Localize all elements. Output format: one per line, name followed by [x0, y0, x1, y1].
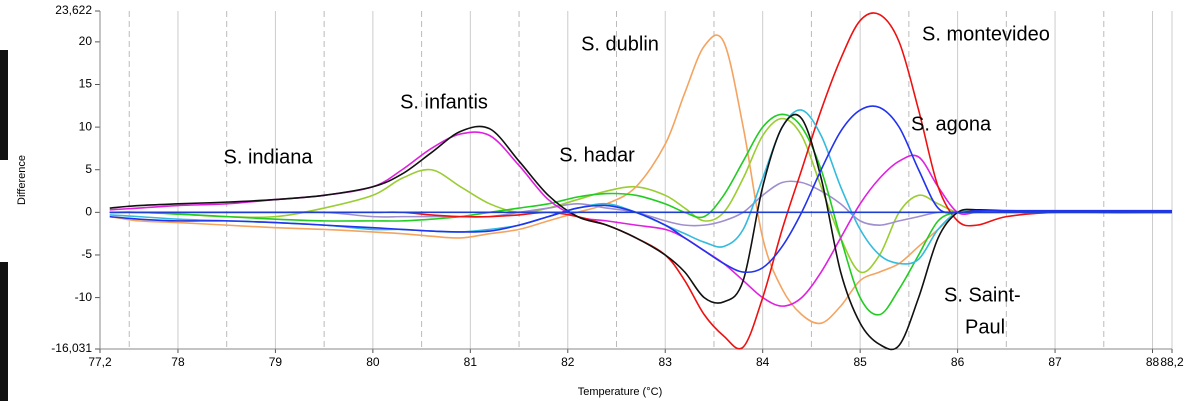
x-tick-label: 80 [366, 355, 380, 369]
series-line [109, 105, 1172, 274]
y-axis-label: Difference [16, 155, 28, 205]
x-tick-label: 88,2 [1160, 355, 1184, 369]
annotation: S. dublin [581, 33, 659, 55]
x-tick-label: 82 [561, 355, 575, 369]
y-tick-label: 0 [85, 205, 92, 219]
y-tick-label: 23,622 [55, 3, 92, 17]
x-tick-label: 84 [756, 355, 770, 369]
x-axis-label: Temperature (°C) [578, 386, 662, 398]
x-tick-label: 87 [1048, 355, 1062, 369]
window-edge [0, 50, 8, 160]
y-tick-label: -10 [75, 290, 93, 304]
annotation: S. hadar [559, 144, 635, 166]
series-line [109, 34, 1172, 325]
window-edge [0, 262, 8, 401]
y-tick-label: -5 [81, 247, 92, 261]
y-tick-label: 5 [85, 162, 92, 176]
x-tick-label: 77,2 [88, 355, 112, 369]
x-tick-label: 83 [659, 355, 673, 369]
annotation: Paul [965, 316, 1005, 338]
x-tick-label: 78 [171, 355, 185, 369]
x-tick-label: 81 [464, 355, 478, 369]
annotation: S. Saint- [944, 284, 1021, 306]
x-tick-label: 79 [269, 355, 283, 369]
annotation: S. indiana [224, 146, 314, 168]
y-tick-label: 15 [79, 77, 93, 91]
series-line [109, 113, 1172, 351]
y-tick-label: -16,031 [51, 341, 92, 355]
x-tick-label: 85 [853, 355, 867, 369]
y-tick-label: 20 [79, 34, 93, 48]
annotation: S. montevideo [922, 23, 1050, 45]
annotation: S. infantis [400, 91, 488, 113]
x-tick-label: 88 [1146, 355, 1160, 369]
annotation: S. agona [911, 113, 992, 135]
y-tick-label: 10 [79, 119, 93, 133]
x-tick-label: 86 [951, 355, 965, 369]
